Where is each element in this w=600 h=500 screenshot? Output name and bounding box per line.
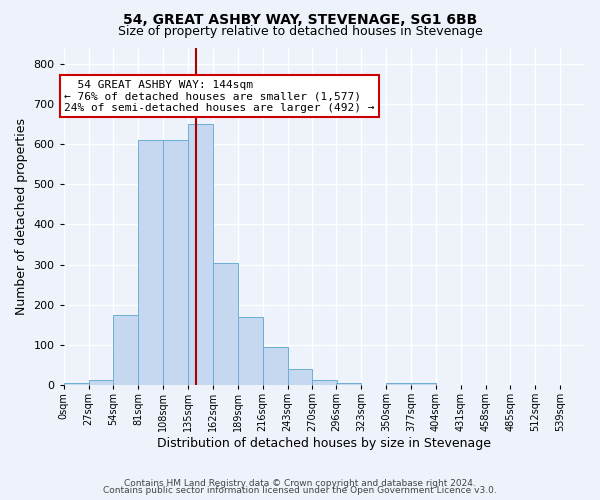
Bar bbox=[337, 383, 361, 385]
Bar bbox=[213, 262, 238, 385]
Bar bbox=[89, 380, 113, 385]
Bar bbox=[238, 317, 263, 385]
X-axis label: Distribution of detached houses by size in Stevenage: Distribution of detached houses by size … bbox=[157, 437, 491, 450]
Bar bbox=[139, 140, 163, 385]
Text: Contains public sector information licensed under the Open Government Licence v3: Contains public sector information licen… bbox=[103, 486, 497, 495]
Text: Contains HM Land Registry data © Crown copyright and database right 2024.: Contains HM Land Registry data © Crown c… bbox=[124, 478, 476, 488]
Text: 54, GREAT ASHBY WAY, STEVENAGE, SG1 6BB: 54, GREAT ASHBY WAY, STEVENAGE, SG1 6BB bbox=[123, 12, 477, 26]
Y-axis label: Number of detached properties: Number of detached properties bbox=[15, 118, 28, 315]
Bar bbox=[263, 347, 287, 385]
Bar bbox=[287, 369, 313, 385]
Bar bbox=[411, 383, 436, 385]
Bar bbox=[113, 315, 139, 385]
Bar bbox=[313, 380, 337, 385]
Bar bbox=[386, 383, 411, 385]
Bar bbox=[163, 140, 188, 385]
Bar bbox=[64, 383, 89, 385]
Text: 54 GREAT ASHBY WAY: 144sqm
← 76% of detached houses are smaller (1,577)
24% of s: 54 GREAT ASHBY WAY: 144sqm ← 76% of deta… bbox=[64, 80, 374, 113]
Bar bbox=[188, 124, 213, 385]
Text: Size of property relative to detached houses in Stevenage: Size of property relative to detached ho… bbox=[118, 25, 482, 38]
